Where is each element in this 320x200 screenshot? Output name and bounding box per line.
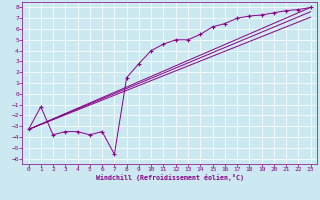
X-axis label: Windchill (Refroidissement éolien,°C): Windchill (Refroidissement éolien,°C): [96, 174, 244, 181]
